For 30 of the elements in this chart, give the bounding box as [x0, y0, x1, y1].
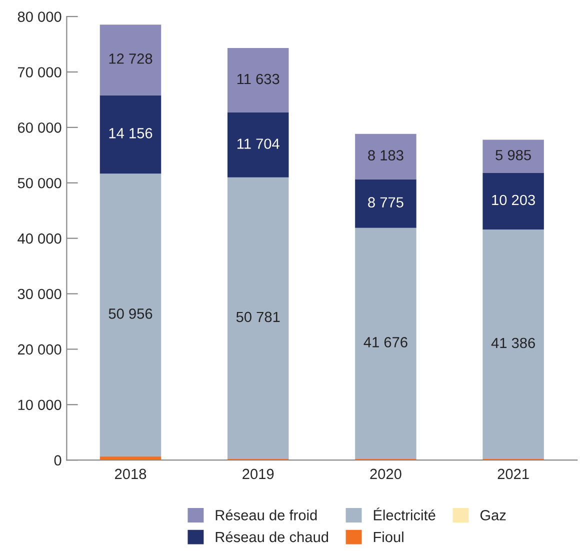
y-tick-label: 30 000: [18, 288, 62, 300]
legend-label: Gaz: [480, 510, 506, 520]
data-label: 41 386: [491, 338, 535, 348]
data-label: 12 728: [109, 54, 152, 64]
legend-label: Électricité: [374, 508, 436, 520]
y-tick-label: 20 000: [18, 344, 62, 355]
legend-label: Réseau de froid: [216, 509, 317, 520]
data-label: 10 203: [492, 194, 535, 206]
y-tick-label: 10 000: [18, 400, 62, 410]
data-label: 11 704: [237, 138, 280, 149]
y-tick-label: 80 000: [18, 12, 62, 22]
x-tick-label: 2019: [242, 468, 274, 480]
legend-label: Fioul: [374, 531, 404, 542]
y-tick-label: 60 000: [18, 122, 62, 133]
y-tick-label: 40 000: [18, 233, 62, 244]
data-label: 50 956: [108, 308, 152, 319]
y-tick-label: 0: [54, 455, 62, 466]
data-label: 11 633: [237, 74, 280, 84]
data-label: 8 183: [368, 150, 404, 160]
x-tick-label: 2018: [115, 468, 146, 480]
y-tick-label: 50 000: [18, 178, 62, 188]
y-tick-label: 70 000: [18, 67, 62, 78]
data-label: 5 985: [496, 150, 531, 160]
data-label: 50 781: [236, 312, 280, 322]
x-tick-label: 2021: [498, 468, 529, 480]
legend-label: Réseau de chaud: [216, 531, 328, 542]
data-label: 8 775: [368, 197, 404, 208]
data-label: 14 156: [109, 128, 152, 138]
x-tick-label: 2020: [370, 468, 402, 480]
data-label: 41 676: [364, 337, 408, 348]
